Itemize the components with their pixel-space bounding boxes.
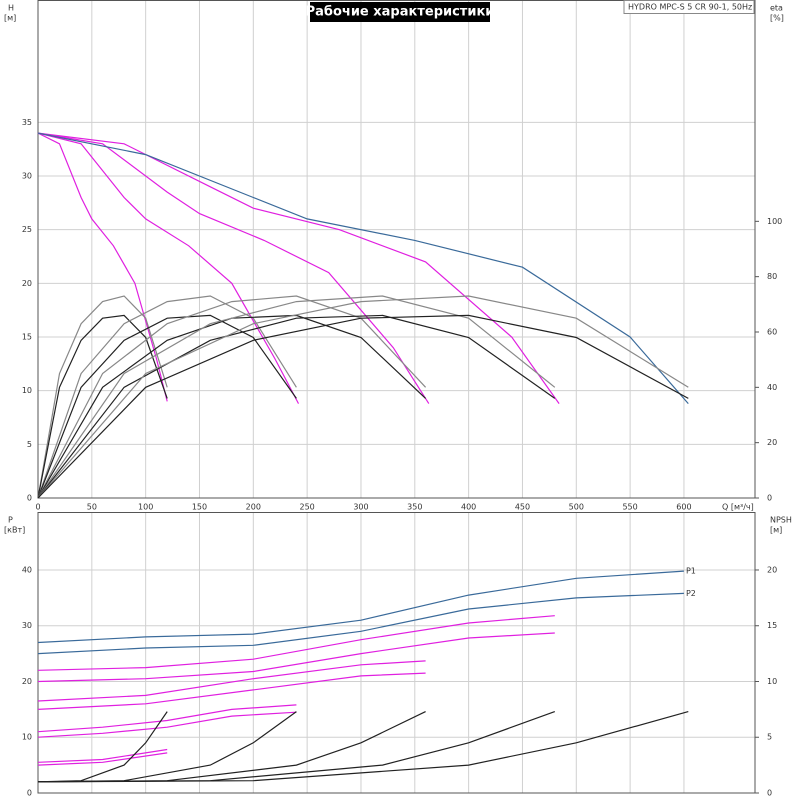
y-axis-label: H [8,4,14,13]
y-tick-label: 10 [22,386,32,395]
y-axis-unit: [кВт] [4,526,25,535]
x-tick-label: 100 [138,503,153,512]
series-label: P1 [686,567,696,576]
curve [37,711,689,783]
y2-tick-label: 40 [767,383,777,392]
y2-tick-label: 20 [767,438,777,447]
y-tick-label: 5 [27,440,32,449]
curve [37,711,297,783]
y-axis-label: P [8,516,13,525]
y-tick-label: 0 [27,494,32,503]
curve [37,711,426,783]
x-tick-label: 250 [300,503,315,512]
curve [37,592,684,655]
y-tick-label: 30 [22,621,32,630]
curve [37,295,556,499]
y-tick-label: 30 [22,172,32,181]
curve [37,615,555,671]
x-tick-label: 550 [622,503,637,512]
y2-tick-label: 0 [767,494,772,503]
curve [37,132,689,404]
y2-tick-label: 5 [767,733,772,742]
x-tick-label: 300 [353,503,368,512]
series-label: P2 [686,589,696,598]
curve [37,314,297,499]
y-tick-label: 35 [22,118,32,127]
curve [37,132,560,404]
x-tick-label: 150 [192,503,207,512]
curve [37,711,556,783]
x-tick-label: 350 [407,503,422,512]
curve [37,711,297,738]
y2-axis-unit: [м] [770,526,782,535]
x-tick-label: 500 [569,503,584,512]
y2-axis-unit: [%] [770,14,784,23]
title-box [310,2,490,22]
chart-subtitle: HYDRO MPC-S 5 CR 90-1, 50Hz [628,3,752,12]
plot-frame [37,0,756,499]
curve [37,660,426,702]
y2-tick-label: 20 [767,565,777,574]
chart-title: Рабочие характеристики [306,5,495,20]
y2-tick-label: 10 [767,677,777,686]
curve [37,295,689,499]
y2-tick-label: 100 [767,217,782,226]
curve [37,132,300,404]
y-tick-label: 20 [22,279,32,288]
curve [37,314,168,499]
y2-tick-label: 80 [767,272,777,281]
curve [37,314,556,499]
x-tick-label: 200 [246,503,261,512]
y-tick-label: 0 [27,789,32,798]
y2-axis-label: eta [770,4,783,13]
info-box [623,0,755,14]
y-axis-unit: [м] [4,14,16,23]
y-tick-label: 10 [22,733,32,742]
x-tick-label: 600 [676,503,691,512]
curve [37,132,168,402]
x-axis-label: Q [м³/ч] [722,503,754,512]
curve [37,295,297,499]
curve [37,748,168,763]
y-tick-label: 15 [22,333,32,342]
curve [37,632,555,683]
y2-tick-label: 0 [767,789,772,798]
y2-tick-label: 60 [767,328,777,337]
curve [37,704,297,733]
curve [37,132,430,404]
plot-frame [37,512,756,794]
x-tick-label: 50 [87,503,97,512]
y2-tick-label: 15 [767,621,777,630]
curve [37,570,684,644]
x-tick-label: 450 [515,503,530,512]
curve [37,314,689,499]
x-tick-label: 400 [461,503,476,512]
y2-axis-label: NPSH [770,516,792,525]
curve [37,295,168,499]
y-tick-label: 25 [22,225,32,234]
curve [37,752,168,766]
curve [37,314,427,499]
y-tick-label: 20 [22,677,32,686]
curve [37,672,426,710]
y-tick-label: 40 [22,565,32,574]
x-tick-label: 0 [35,503,40,512]
